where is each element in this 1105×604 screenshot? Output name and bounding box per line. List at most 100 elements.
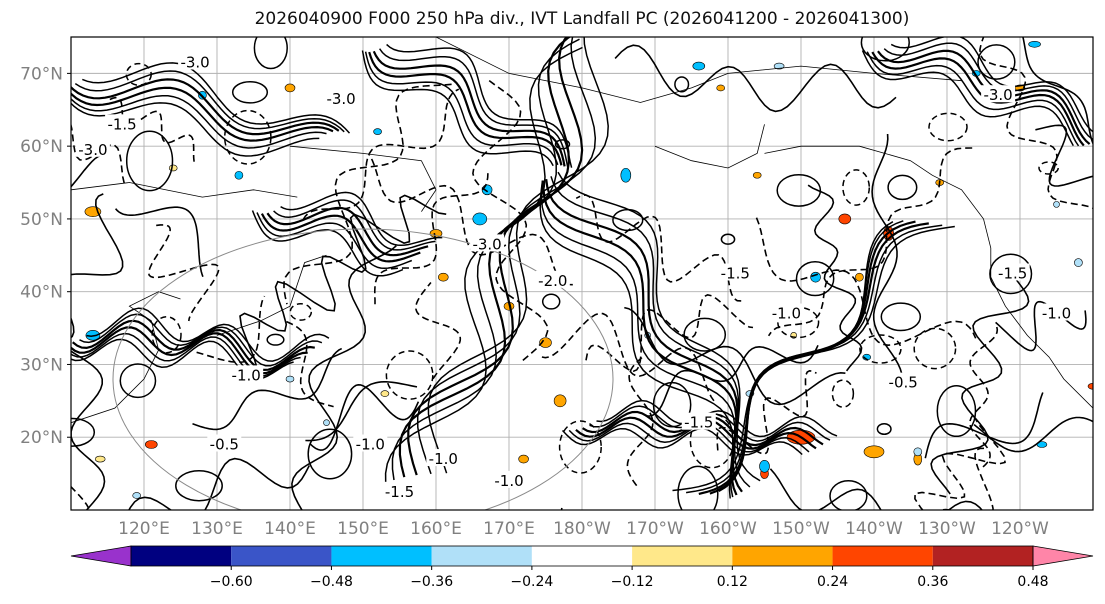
negative-divergence-cell-14: [913, 447, 923, 457]
lat-tick-label-2: 50°N: [20, 210, 63, 230]
coastline-0: [435, 37, 962, 103]
negative-divergence-cell-13: [759, 460, 770, 473]
negative-divergence-cell-16: [1074, 258, 1083, 267]
ivt-contour-line-29: [890, 37, 1093, 133]
contour-label-bg-11: [353, 434, 388, 452]
ivt-contour-line-8: [368, 51, 563, 166]
ivt-contour-line-58: [939, 447, 994, 510]
ivt-contour-loop-20: [677, 465, 719, 510]
lon-tick-label-11: 130°W: [918, 519, 976, 539]
ivt-contour-line-26: [871, 51, 1085, 147]
coastline-1: [764, 145, 1093, 409]
contour-label-bg-9: [681, 412, 716, 430]
positive-divergence-cell-8: [518, 454, 529, 464]
map-title: 2026040900 F000 250 hPa div., IVT Landfa…: [254, 9, 910, 29]
colorbar-segment-1: [231, 546, 332, 566]
ivt-contour-line-42: [561, 427, 803, 456]
coastline-5: [216, 254, 327, 336]
colorbar-tick-label-3: −0.24: [510, 574, 553, 590]
lon-tick-label-9: 150°W: [772, 519, 830, 539]
negative-divergence-cell-9: [1028, 40, 1041, 48]
lon-tick-label-12: 120°W: [991, 519, 1049, 539]
ivt-contour-loop-18: [151, 315, 182, 354]
latitude-axis: 70°N 60°N 50°N 40°N 30°N 20°N: [20, 64, 71, 448]
ivt-contour-loop-35: [776, 173, 822, 207]
lat-tick-label-5: 20°N: [20, 428, 63, 448]
colorbar-tick-label-6: 0.24: [817, 574, 848, 590]
ivt-contour-line-93: [973, 416, 1093, 453]
ivt-contour-loop-26: [71, 417, 96, 447]
ivt-contour-line-94: [283, 83, 452, 305]
lon-tick-label-8: 160°W: [699, 519, 757, 539]
contour-label-bg-13: [492, 470, 526, 488]
ivt-contour-loop-17: [554, 139, 571, 150]
positive-divergence-cell-21: [1087, 382, 1093, 390]
negative-divergence-cell-21: [323, 419, 330, 426]
colorbar-tick-label-7: 0.36: [917, 574, 948, 590]
contour-label-bg-16: [886, 372, 921, 390]
coastline-2: [654, 124, 765, 169]
colorbar-tick-label-1: −0.48: [310, 574, 353, 590]
ivt-contour-line-43: [568, 422, 810, 453]
contour-label-5: -2.0: [538, 272, 567, 290]
colorbar-tick-label-4: −0.12: [611, 574, 654, 590]
contour-label-1: -3.0: [326, 90, 355, 108]
lon-tick-label-0: 120°E: [118, 519, 170, 539]
ivt-contour-loop-12: [928, 112, 968, 142]
positive-divergence-cell-9: [145, 440, 158, 449]
contour-label-bg-18: [1039, 303, 1074, 321]
ivt-contour-loop-13: [175, 469, 223, 502]
ivt-contour-line-49: [256, 212, 413, 270]
contour-label-3: -3.0: [78, 141, 107, 159]
ivt-contour-line-9: [372, 50, 566, 167]
ivt-contour-line-77: [305, 381, 418, 442]
ivt-contour-line-12: [539, 180, 734, 499]
ivt-contour-loop-24: [125, 62, 152, 86]
ivt-contour-line-40: [79, 313, 323, 367]
ivt-contour-line-1: [71, 94, 327, 149]
contour-label-bg-0: [178, 52, 213, 70]
ivt-contour-loop-32: [307, 428, 353, 480]
contour-label-14: -1.5: [385, 483, 414, 501]
ivt-contour-loop-28: [860, 37, 910, 62]
ivt-contour-line-68: [969, 326, 999, 468]
ivt-contour-loop-34: [829, 479, 868, 510]
ivt-contour-line-5: [82, 62, 351, 134]
contour-label-17: -1.5: [998, 265, 1027, 283]
positive-divergence-cell-15: [855, 272, 864, 282]
contour-label-12: -1.0: [429, 450, 458, 468]
contour-label-bg-12: [426, 449, 461, 467]
ivt-contour-loop-16: [541, 293, 561, 310]
colorbar: −0.60 −0.48 −0.36 −0.24 −0.12 0.12 0.24 0.36 0.4…: [70, 545, 1094, 590]
ivt-contour-line-41: [86, 307, 330, 362]
lat-tick-label-0: 70°N: [20, 64, 63, 84]
ivt-contour-line-11: [386, 43, 573, 168]
ivt-contour-line-50: [260, 213, 421, 263]
ivt-contour-line-73: [807, 184, 863, 372]
lon-tick-label-1: 130°E: [191, 519, 243, 539]
ivt-contour-loop-29: [720, 233, 736, 245]
contour-label-bg-15: [981, 85, 1016, 103]
contour-label-bg-7: [769, 303, 804, 321]
ivt-contour-line-87: [309, 383, 420, 451]
contour-label-bg-8: [229, 365, 264, 383]
negative-divergence-cell-10: [810, 271, 821, 283]
negative-divergence-cell-6: [620, 167, 632, 183]
ivt-contour-loop-38: [253, 37, 288, 70]
ivt-contour-line-53: [280, 191, 443, 247]
colorbar-segment-5: [632, 546, 733, 566]
contour-label-9: -1.5: [684, 414, 713, 432]
lon-tick-label-3: 150°E: [337, 519, 389, 539]
contour-label-bg-6: [718, 263, 753, 281]
ivt-contour-line-24: [861, 50, 1074, 147]
ivt-contour-loop-19: [795, 260, 835, 297]
negative-divergence-cell-20: [132, 492, 141, 499]
colorbar-segment-6: [732, 546, 833, 566]
contour-label-4: -3.0: [472, 235, 501, 253]
negative-divergence-cell-8: [773, 62, 785, 70]
ivt-contour-loop-36: [913, 327, 957, 370]
colorbar-tick-label-8: 0.48: [1017, 574, 1048, 590]
contour-label-bg-1: [324, 88, 359, 106]
coastline-3: [289, 145, 437, 212]
ivt-contour-line-69: [71, 350, 106, 510]
